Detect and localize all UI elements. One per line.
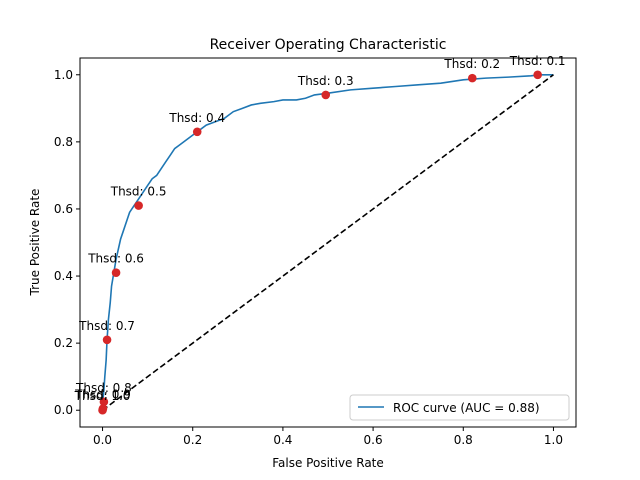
y-tick-label: 0.0 — [54, 403, 73, 417]
threshold-label: Thsd: 0.9 — [74, 388, 131, 402]
threshold-label: Thsd: 0.1 — [509, 54, 566, 68]
threshold-label: Thsd: 0.6 — [87, 252, 144, 266]
threshold-marker — [111, 268, 121, 277]
threshold-label: Thsd: 0.4 — [168, 111, 225, 125]
y-tick-label: 1.0 — [54, 68, 73, 82]
chart-title: Receiver Operating Characteristic — [210, 37, 447, 53]
legend-box — [349, 394, 570, 421]
x-tick-label: 1.0 — [544, 433, 563, 447]
legend-entry: ROC curve (AUC = 0.88) — [393, 401, 540, 415]
y-tick-label: 0.2 — [54, 336, 73, 350]
x-tick-label: 0.4 — [273, 433, 292, 447]
legend: ROC curve (AUC = 0.88) — [349, 394, 570, 421]
y-axis-label: True Positive Rate — [28, 189, 42, 297]
threshold-marker — [533, 70, 542, 80]
x-tick-label: 0.2 — [183, 433, 202, 447]
threshold-marker — [321, 90, 331, 100]
x-tick-label: 0.0 — [93, 433, 112, 447]
threshold-marker — [98, 405, 107, 415]
threshold-marker — [192, 127, 202, 137]
threshold-marker — [102, 335, 112, 345]
y-tick-label: 0.4 — [54, 269, 73, 283]
x-tick-label: 0.8 — [454, 433, 473, 447]
threshold-label: Thsd: 0.3 — [297, 74, 354, 88]
threshold-label: Thsd: 0.8 — [75, 381, 132, 395]
y-tick-label: 0.8 — [54, 135, 73, 149]
threshold-label: Thsd: 0.5 — [110, 185, 167, 199]
threshold-marker — [467, 73, 477, 83]
threshold-label: Thsd: 0.2 — [443, 57, 500, 71]
threshold-marker — [99, 397, 109, 407]
threshold-marker — [134, 201, 143, 210]
plot-frame — [79, 57, 577, 428]
roc-curve-line — [101, 73, 554, 411]
threshold-label: Thsd: 1.0 — [74, 389, 131, 403]
chance-diagonal-line — [102, 74, 554, 411]
x-tick-label: 0.6 — [364, 433, 383, 447]
x-axis-label: False Positive Rate — [272, 456, 384, 470]
y-tick-label: 0.6 — [54, 202, 73, 216]
threshold-label: Thsd: 0.7 — [78, 319, 135, 333]
